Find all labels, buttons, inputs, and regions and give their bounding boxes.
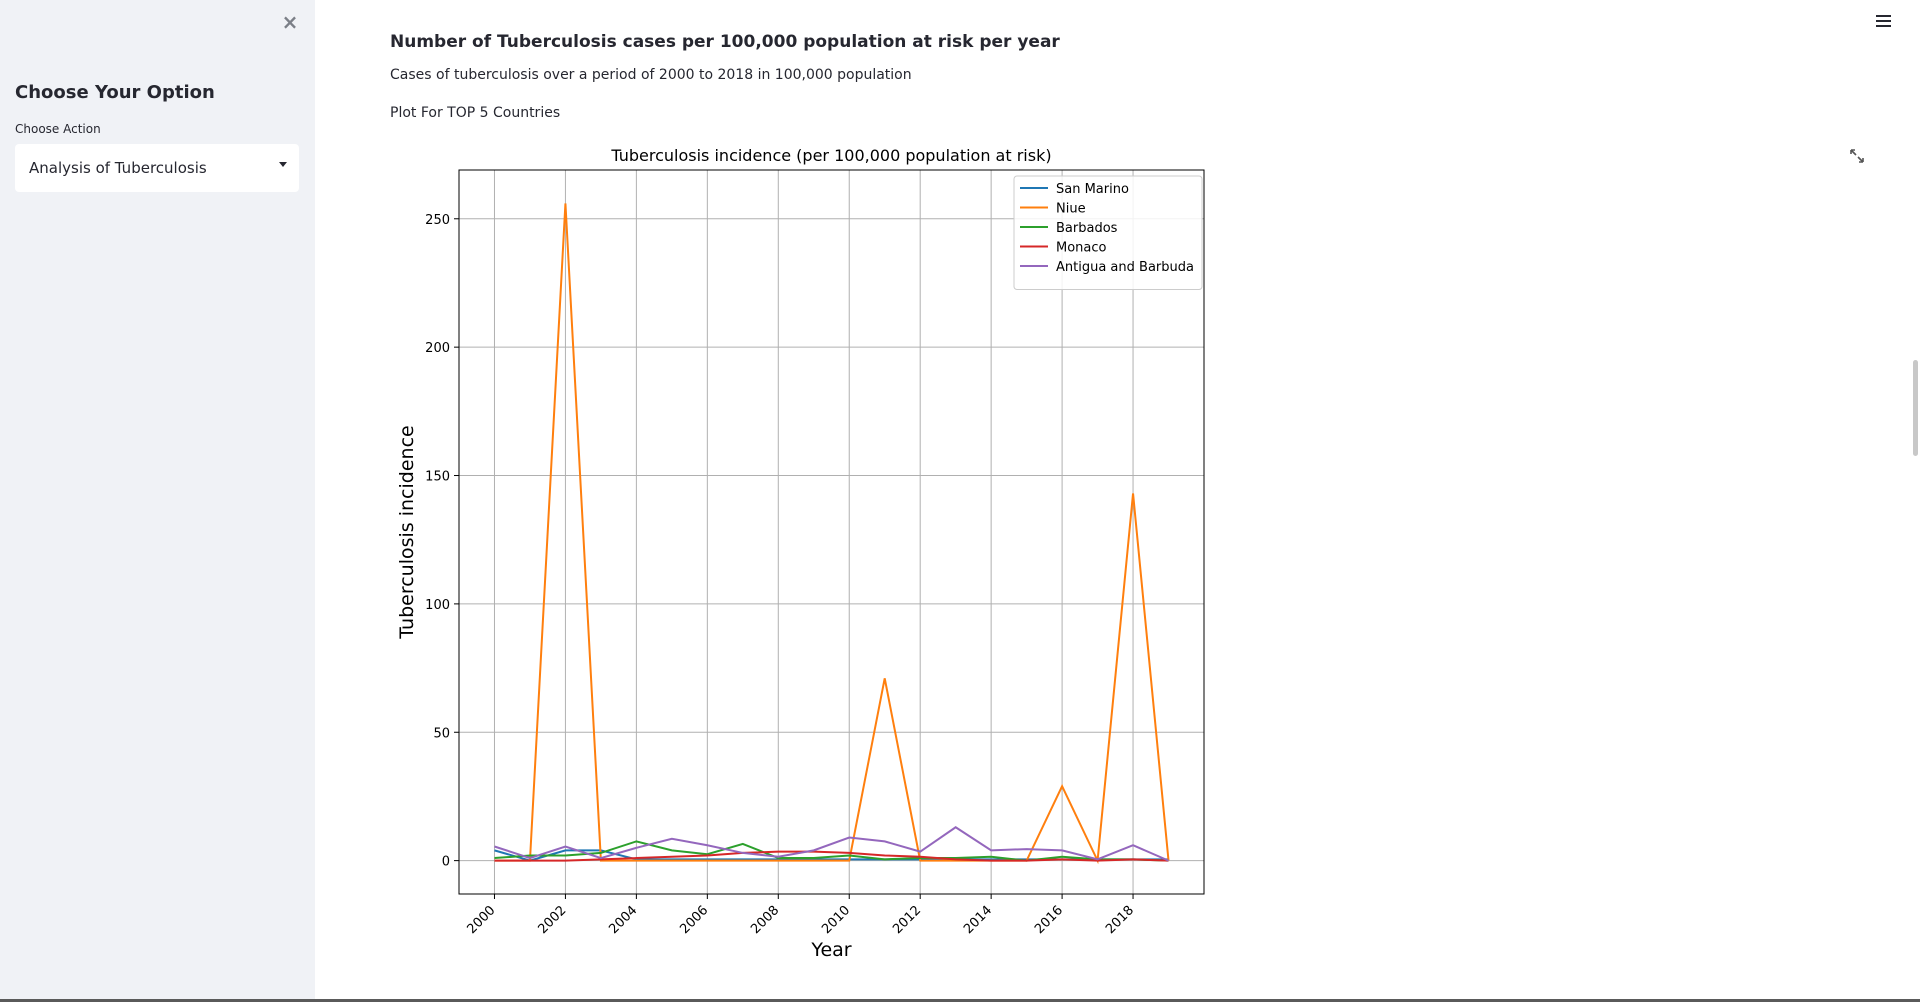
- select-value: Analysis of Tuberculosis: [29, 159, 207, 177]
- action-select[interactable]: Analysis of Tuberculosis: [15, 144, 299, 192]
- page-subheader: Cases of tuberculosis over a period of 2…: [390, 67, 912, 83]
- y-tick-label: 50: [433, 726, 450, 741]
- y-axis-label: Tuberculosis incidence: [396, 425, 418, 639]
- legend-label: Barbados: [1056, 221, 1118, 236]
- legend-label: San Marino: [1056, 182, 1129, 197]
- y-tick-label: 0: [442, 855, 450, 870]
- y-tick-label: 150: [425, 470, 450, 485]
- x-tick-label: 2010: [819, 903, 853, 937]
- x-tick-label: 2002: [535, 903, 569, 937]
- series-line: [494, 826, 1169, 862]
- series-line: [494, 203, 1170, 865]
- scrollbar-thumb[interactable]: [1913, 360, 1918, 456]
- fullscreen-icon[interactable]: [1849, 148, 1865, 164]
- series-line: [494, 840, 1169, 862]
- x-tick-label: 2016: [1032, 903, 1066, 937]
- legend-label: Antigua and Barbuda: [1056, 260, 1194, 275]
- hamburger-menu-icon[interactable]: [1875, 12, 1893, 30]
- x-tick-label: 2004: [606, 903, 640, 937]
- bottom-border: [0, 999, 1920, 1002]
- sidebar-title: Choose Your Option: [15, 82, 215, 103]
- chart-title: Tuberculosis incidence (per 100,000 popu…: [610, 146, 1051, 165]
- legend-box: [1013, 175, 1203, 290]
- x-tick-label: 2000: [464, 903, 498, 937]
- x-tick-label: 2012: [890, 903, 924, 937]
- x-tick-label: 2008: [748, 903, 782, 937]
- chevron-down-icon: [279, 162, 287, 167]
- select-label: Choose Action: [15, 122, 101, 136]
- page-header: Number of Tuberculosis cases per 100,000…: [390, 32, 1060, 52]
- x-axis-label: Year: [810, 939, 851, 961]
- series-line: [494, 850, 1169, 862]
- plot-label: Plot For TOP 5 Countries: [390, 105, 561, 121]
- x-tick-label: 2006: [677, 903, 711, 937]
- sidebar: × Choose Your Option Choose Action Analy…: [0, 0, 315, 1000]
- plot-frame: [458, 169, 1205, 895]
- line-chart: Tuberculosis incidence (per 100,000 popu…: [396, 146, 1205, 961]
- y-tick-label: 250: [425, 213, 450, 228]
- close-sidebar-icon[interactable]: ×: [281, 10, 299, 34]
- x-tick-label: 2018: [1103, 903, 1137, 937]
- legend-label: Niue: [1056, 202, 1086, 217]
- y-tick-label: 200: [425, 341, 450, 356]
- y-tick-label: 100: [425, 598, 450, 613]
- legend-label: Monaco: [1056, 241, 1107, 256]
- x-tick-label: 2014: [961, 903, 995, 937]
